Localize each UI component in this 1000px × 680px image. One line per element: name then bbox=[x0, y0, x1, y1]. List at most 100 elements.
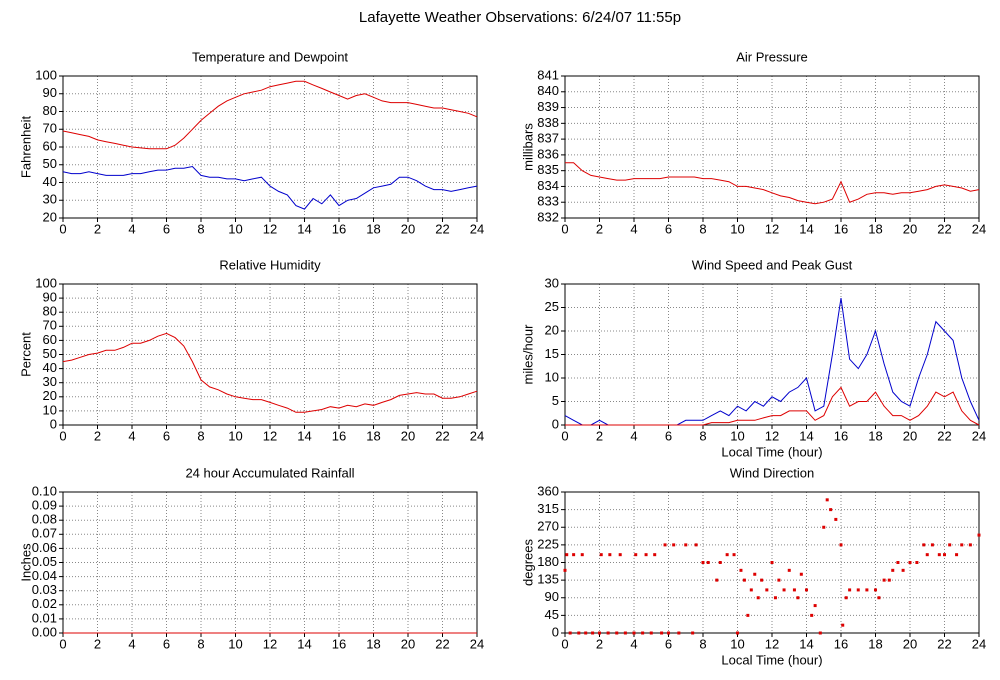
plot-frame bbox=[564, 283, 980, 426]
x-tick-label: 20 bbox=[903, 221, 917, 236]
data-point bbox=[915, 561, 919, 564]
data-point bbox=[684, 543, 688, 547]
x-tick-label: 0 bbox=[59, 221, 66, 236]
data-point bbox=[749, 588, 753, 592]
x-tick-label: 12 bbox=[263, 221, 277, 236]
x-tick-label: 2 bbox=[596, 636, 603, 651]
y-tick-label: 0.09 bbox=[32, 498, 57, 513]
data-point bbox=[844, 596, 848, 600]
x-tick-label: 8 bbox=[699, 428, 706, 443]
chart-title: Temperature and Dewpoint bbox=[192, 49, 348, 64]
data-point bbox=[829, 508, 833, 512]
data-point bbox=[641, 631, 645, 635]
data-point bbox=[644, 553, 648, 557]
data-point bbox=[874, 588, 877, 592]
y-tick-label: 50 bbox=[43, 346, 57, 361]
x-tick-label: 0 bbox=[561, 636, 568, 651]
y-axis-label: millibars bbox=[520, 123, 535, 171]
data-point bbox=[584, 631, 588, 635]
x-tick-label: 14 bbox=[799, 428, 813, 443]
y-tick-label: 837 bbox=[537, 131, 559, 146]
data-point bbox=[660, 631, 664, 635]
data-point bbox=[632, 631, 636, 635]
y-tick-label: 60 bbox=[43, 138, 57, 153]
data-point bbox=[765, 588, 769, 592]
data-line bbox=[62, 80, 478, 150]
data-point bbox=[568, 631, 572, 635]
data-point bbox=[925, 553, 929, 557]
data-point bbox=[943, 553, 946, 557]
x-tick-label: 14 bbox=[297, 636, 311, 651]
x-tick-label: 8 bbox=[197, 221, 204, 236]
y-tick-label: 40 bbox=[43, 174, 57, 189]
data-point bbox=[742, 578, 746, 582]
plot-frame bbox=[564, 491, 980, 634]
x-tick-label: 20 bbox=[401, 221, 415, 236]
data-point bbox=[796, 596, 800, 600]
x-tick-label: 22 bbox=[937, 636, 951, 651]
data-point bbox=[756, 596, 760, 600]
y-tick-label: 10 bbox=[43, 402, 57, 417]
data-point bbox=[649, 631, 653, 635]
x-tick-label: 6 bbox=[163, 221, 170, 236]
data-point bbox=[960, 543, 964, 547]
y-tick-label: 45 bbox=[545, 607, 559, 622]
x-tick-label: 6 bbox=[163, 636, 170, 651]
data-point bbox=[856, 588, 860, 592]
y-tick-label: 839 bbox=[537, 99, 559, 114]
x-tick-label: 10 bbox=[228, 428, 242, 443]
x-axis-label: Local Time (hour) bbox=[721, 444, 822, 459]
y-tick-label: 70 bbox=[43, 318, 57, 333]
x-tick-label: 20 bbox=[903, 428, 917, 443]
x-tick-label: 24 bbox=[972, 636, 986, 651]
x-tick-label: 22 bbox=[435, 636, 449, 651]
data-point bbox=[887, 578, 891, 582]
data-point bbox=[896, 561, 900, 564]
x-tick-label: 16 bbox=[332, 221, 346, 236]
data-point bbox=[618, 553, 622, 557]
x-tick-label: 12 bbox=[765, 428, 779, 443]
y-tick-label: 100 bbox=[35, 275, 57, 290]
y-tick-label: 25 bbox=[545, 299, 559, 314]
data-point bbox=[848, 588, 852, 592]
y-axis-label: Fahrenheit bbox=[18, 116, 33, 179]
data-point bbox=[736, 631, 739, 635]
y-tick-label: 835 bbox=[537, 162, 559, 177]
y-tick-label: 0.10 bbox=[32, 483, 57, 498]
x-tick-label: 4 bbox=[630, 636, 637, 651]
x-tick-label: 6 bbox=[163, 428, 170, 443]
y-tick-label: 5 bbox=[552, 393, 559, 408]
x-tick-label: 16 bbox=[834, 636, 848, 651]
x-tick-label: 22 bbox=[435, 221, 449, 236]
x-tick-label: 14 bbox=[297, 221, 311, 236]
y-tick-label: 20 bbox=[43, 388, 57, 403]
data-point bbox=[834, 517, 838, 521]
data-point bbox=[694, 543, 698, 547]
data-point bbox=[799, 572, 803, 576]
x-tick-label: 2 bbox=[94, 428, 101, 443]
y-tick-label: 10 bbox=[545, 369, 559, 384]
data-point bbox=[841, 623, 845, 627]
y-tick-label: 0 bbox=[552, 624, 559, 639]
data-point bbox=[825, 498, 829, 502]
y-tick-label: 841 bbox=[537, 67, 559, 82]
data-point bbox=[608, 553, 612, 557]
data-point bbox=[591, 631, 595, 635]
y-tick-label: 838 bbox=[537, 115, 559, 130]
data-point bbox=[732, 553, 736, 557]
data-point bbox=[822, 525, 826, 529]
y-tick-label: 180 bbox=[537, 554, 559, 569]
data-point bbox=[746, 613, 750, 617]
x-tick-label: 16 bbox=[834, 428, 848, 443]
data-point bbox=[891, 568, 895, 572]
x-axis-label: Local Time (hour) bbox=[721, 652, 822, 667]
y-tick-label: 100 bbox=[35, 67, 57, 82]
data-point bbox=[865, 588, 869, 592]
data-point bbox=[977, 533, 981, 537]
data-point bbox=[877, 596, 881, 600]
y-tick-label: 40 bbox=[43, 360, 57, 375]
y-tick-label: 20 bbox=[545, 322, 559, 337]
x-tick-label: 6 bbox=[665, 636, 672, 651]
data-point bbox=[715, 578, 719, 582]
data-point bbox=[701, 561, 705, 564]
